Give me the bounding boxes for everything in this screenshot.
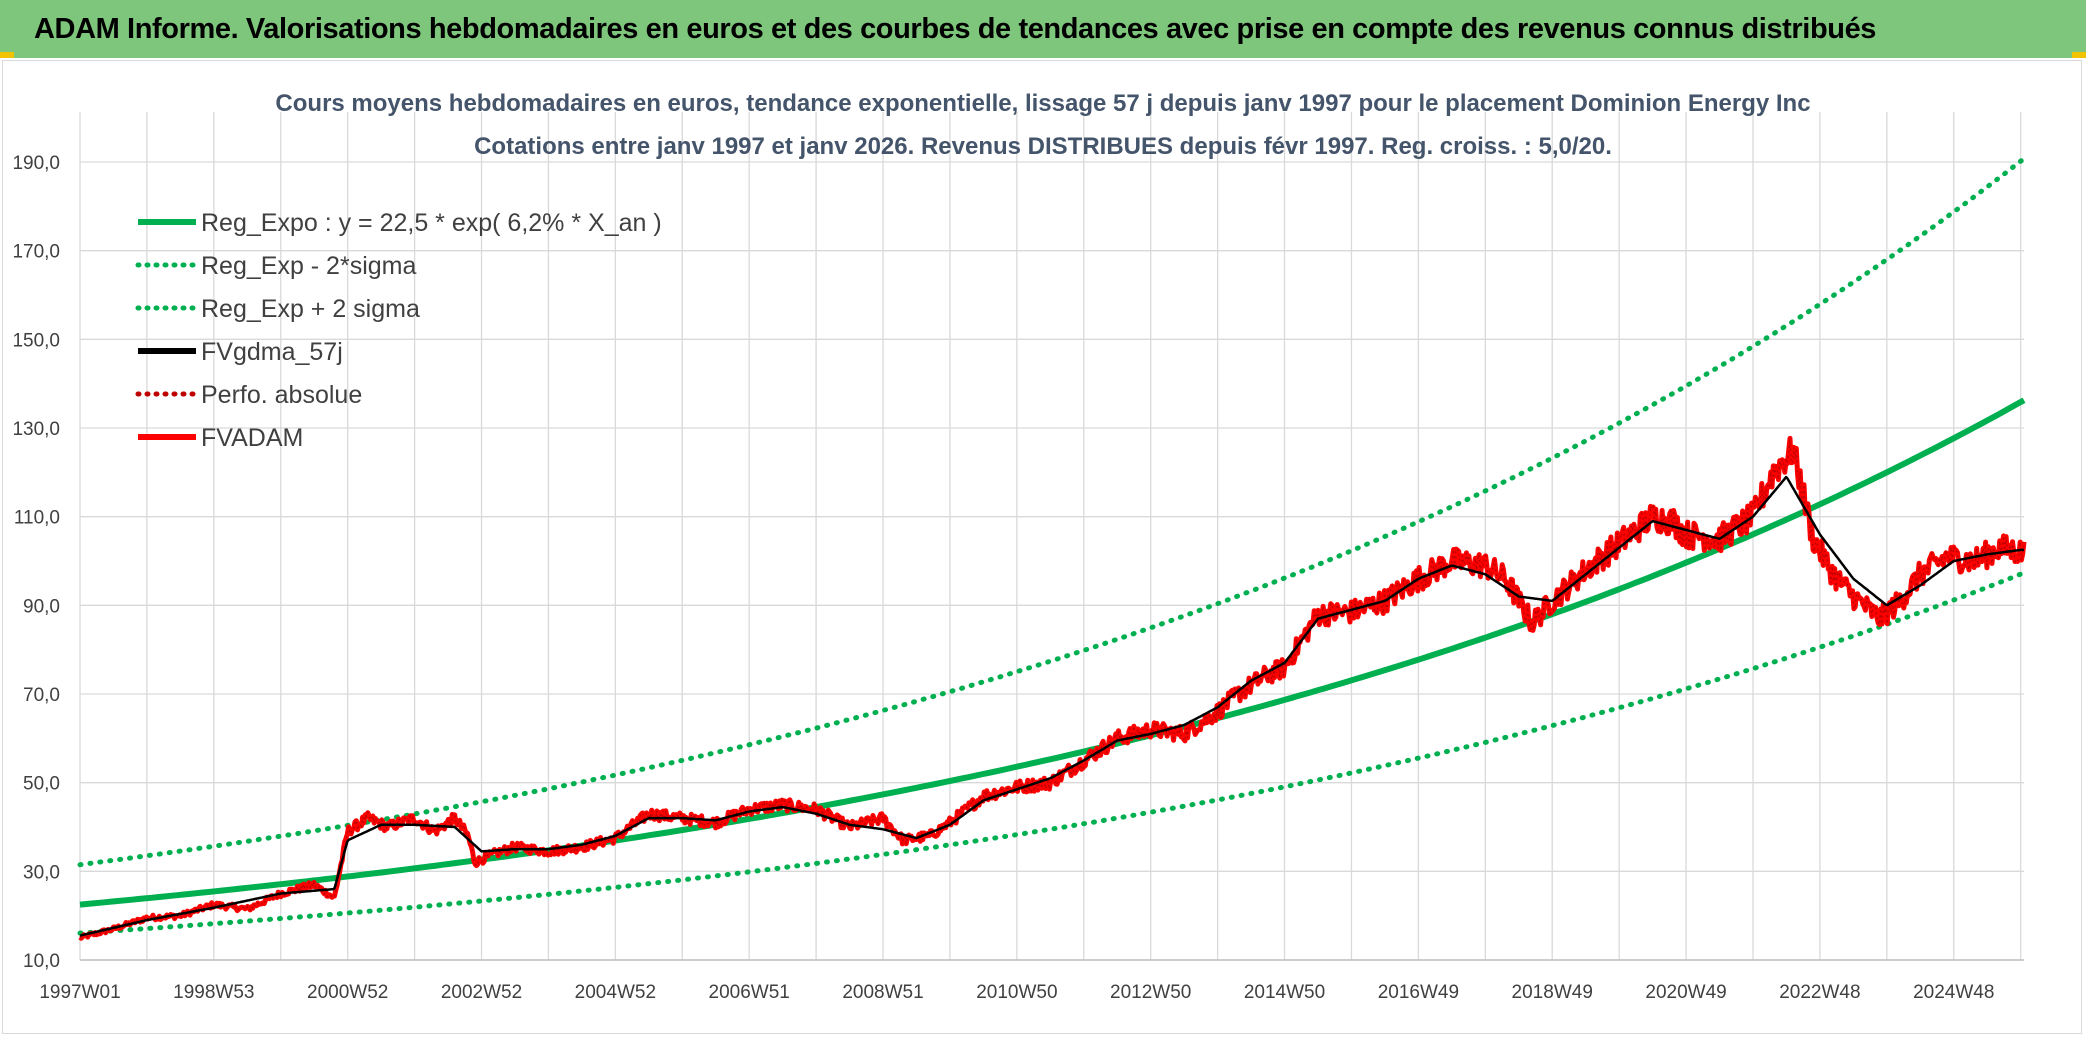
x-tick-label: 2004W52 [575,982,656,1003]
y-tick-label: 150,0 [12,330,60,351]
y-tick-label: 90,0 [23,596,60,617]
y-tick-label: 50,0 [23,774,60,795]
y-tick-label: 110,0 [14,508,60,529]
legend-label: Reg_Exp + 2 sigma [201,295,420,323]
legend-item: FVADAM [138,424,303,452]
y-tick-label: 170,0 [12,242,60,263]
x-tick-label: 2014W50 [1244,982,1325,1003]
x-tick-label: 2022W48 [1779,982,1860,1003]
legend-item: Reg_Expo : y = 22,5 * exp( 6,2% * X_an ) [138,209,662,237]
report-banner: ADAM Informe. Valorisations hebdomadaire… [0,0,2086,58]
legend-label: FVgdma_57j [201,338,343,366]
series-reg-expo [79,397,2026,908]
legend-item: Reg_Exp + 2 sigma [135,295,420,323]
x-tick-label: 2020W49 [1645,982,1726,1003]
x-tick-label: 2008W51 [842,982,923,1003]
y-tick-label: 30,0 [23,862,60,883]
x-tick-label: 2024W48 [1913,982,1994,1003]
series-reg-exp-minus-2sigma [77,570,2027,936]
legend-label: Perfo. absolue [201,381,362,409]
y-tick-label: 130,0 [12,419,60,440]
series [77,156,2027,941]
corner-mark-top-left [0,52,14,58]
series-perfo-absolue [79,438,2025,940]
chart-frame [2,60,2082,1034]
x-tick-label: 2018W49 [1512,982,1593,1003]
x-tick-label: 2012W50 [1110,982,1191,1003]
x-tick-label: 1998W53 [173,982,254,1003]
chart-title-line-1: Cours moyens hebdomadaires en euros, ten… [275,90,1810,117]
corner-mark-top-right [2072,52,2086,58]
legend-label: Reg_Expo : y = 22,5 * exp( 6,2% * X_an ) [201,209,662,237]
y-tick-label: 190,0 [12,153,60,174]
y-axis: 10,0 30,0 50,0 70,0 90,0 110,0 130,0 150,0 170,0… [12,153,60,972]
report-title: ADAM Informe. Valorisations hebdomadaire… [34,12,1877,45]
series-fvadam [78,435,2027,941]
x-tick-label: 2006W51 [709,982,790,1003]
x-tick-label: 2000W52 [307,982,388,1003]
y-tick-label: 70,0 [23,685,60,706]
x-tick-label: 2002W52 [441,982,522,1003]
x-tick-label: 2010W50 [976,982,1057,1003]
x-axis: 1997W01 1998W53 2000W52 2002W52 2004W52 2006W… [39,982,1994,1003]
legend-label: Reg_Exp - 2*sigma [201,252,416,280]
x-tick-label: 1997W01 [39,982,120,1003]
grid [79,112,2024,961]
legend: Reg_Expo : y = 22,5 * exp( 6,2% * X_an )… [135,209,662,452]
x-tick-label: 2016W49 [1378,982,1459,1003]
y-tick-label: 10,0 [23,951,60,972]
legend-item: FVgdma_57j [138,338,343,366]
legend-item: Perfo. absolue [135,381,362,409]
chart-title-line-2: Cotations entre janv 1997 et janv 2026. … [474,133,1612,160]
series-fvgdma-57j [79,475,2024,937]
legend-label: FVADAM [201,424,303,452]
legend-item: Reg_Exp - 2*sigma [135,252,416,280]
